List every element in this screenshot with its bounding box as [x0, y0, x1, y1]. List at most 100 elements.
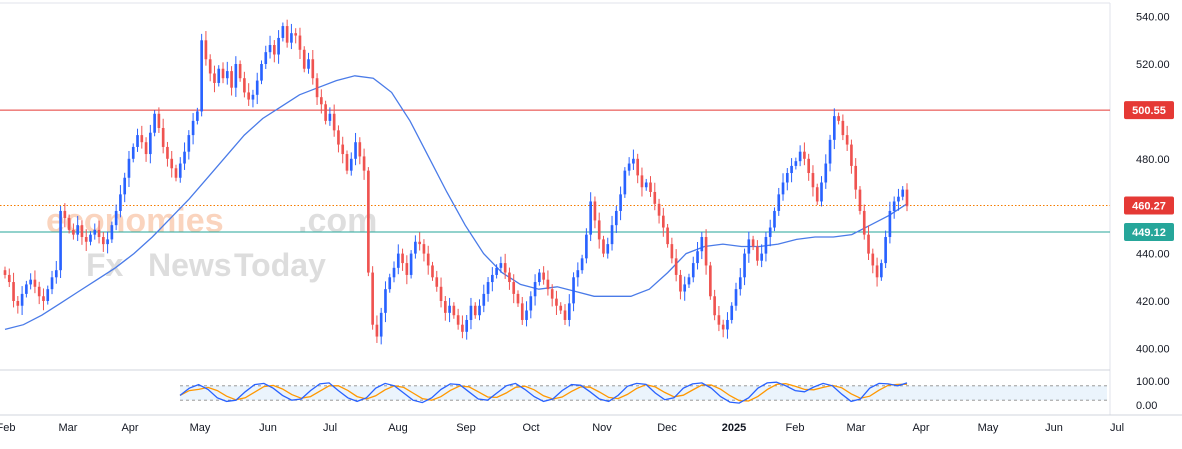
y-tick-label: 420.00 [1136, 296, 1170, 308]
candle-body [328, 113, 332, 121]
candle-body [332, 113, 336, 131]
candle-body [268, 45, 272, 53]
candle-body [46, 289, 50, 302]
candle-body [687, 277, 691, 285]
candle-body [307, 59, 310, 69]
candle-body [396, 253, 400, 268]
candle-body [794, 161, 798, 166]
price-tag-500.55 [1124, 101, 1174, 120]
x-tick-label: Jul [323, 422, 337, 434]
candle-body [550, 289, 554, 299]
candle-body [546, 279, 550, 290]
time-axis: Feb Mar Apr May Jun Jul Aug Sep Oct Nov Dec 2025 Feb… [0, 422, 1124, 434]
candle-body [315, 78, 319, 98]
candle-body [290, 33, 293, 43]
candle-body [845, 135, 849, 145]
x-tick-label: Sep [456, 422, 476, 434]
candle-body [409, 253, 413, 275]
candle-body [29, 279, 32, 285]
candle-body [785, 173, 789, 183]
candle-body [136, 135, 139, 147]
candle-body [828, 139, 832, 164]
candle-body [260, 63, 263, 81]
candle-body [491, 274, 494, 283]
candle-body [674, 258, 678, 275]
candle-body [563, 310, 567, 320]
candle-body [606, 244, 610, 254]
candle-body [670, 244, 674, 259]
candle-body [473, 305, 477, 316]
candle-body [97, 229, 101, 238]
candle-body [619, 194, 622, 211]
candle-body [89, 234, 92, 242]
stoch-band [180, 385, 1107, 401]
candle-body [84, 237, 88, 242]
candle-body [153, 113, 156, 133]
candle-body [777, 194, 781, 211]
candle-body [50, 277, 54, 290]
candle-body [349, 158, 353, 171]
candle-body [717, 315, 721, 325]
x-tick-label: Dec [657, 422, 677, 434]
candle-body [25, 284, 28, 294]
candle-body [110, 225, 114, 240]
candle-body [285, 26, 289, 43]
candle-body [691, 263, 695, 278]
watermark: economies .com Fx News Today [46, 202, 377, 283]
candle-body [653, 191, 657, 204]
candle-body [837, 116, 840, 121]
candle-body [119, 194, 122, 211]
candle-body [773, 210, 776, 228]
candle-body [901, 189, 905, 197]
candle-body [131, 146, 135, 159]
stoch-k-line [179, 381, 908, 404]
x-tick-label: May [190, 422, 211, 434]
candle-body [486, 282, 490, 294]
price-tag-label: 449.12 [1132, 227, 1166, 239]
candle-body [756, 246, 759, 261]
candles [3, 19, 909, 345]
candle-body [585, 234, 588, 259]
candle-body [820, 182, 823, 202]
x-tick-label: 2025 [722, 422, 746, 434]
candle-body [657, 203, 661, 216]
candle-body [54, 270, 58, 278]
candle-body [572, 277, 575, 304]
y-tick-label: 520.00 [1136, 59, 1170, 71]
x-tick-label: Jul [1110, 422, 1124, 434]
candle-body [358, 142, 362, 157]
candle-body [140, 135, 144, 143]
x-tick-label: Apr [121, 422, 138, 434]
candle-body [33, 279, 37, 287]
candle-body [730, 305, 734, 320]
candle-body [149, 132, 152, 155]
candle-body [388, 277, 392, 290]
candle-body [811, 173, 815, 188]
candle-body [448, 305, 451, 313]
candle-body [696, 251, 699, 264]
candle-body [191, 120, 195, 136]
candle-body [636, 158, 640, 176]
x-tick-label: Jun [1045, 422, 1063, 434]
candle-body [529, 296, 533, 311]
candle-body [512, 282, 516, 294]
candle-body [602, 239, 605, 254]
candle-body [833, 116, 836, 140]
candle-body [520, 303, 524, 320]
candle-body [738, 277, 742, 290]
candle-body [482, 293, 486, 306]
candle-body [251, 94, 255, 100]
candle-body [627, 163, 631, 171]
candle-body [230, 71, 233, 88]
candle-body [452, 305, 456, 316]
candle-body [555, 298, 558, 306]
x-tick-label: Feb [786, 422, 805, 434]
candle-body [892, 201, 896, 211]
candle-body [379, 312, 383, 337]
candle-body [700, 237, 704, 252]
candle-body [324, 104, 327, 121]
candle-body [841, 120, 845, 136]
candle-body [858, 189, 862, 211]
candle-body [320, 97, 323, 105]
